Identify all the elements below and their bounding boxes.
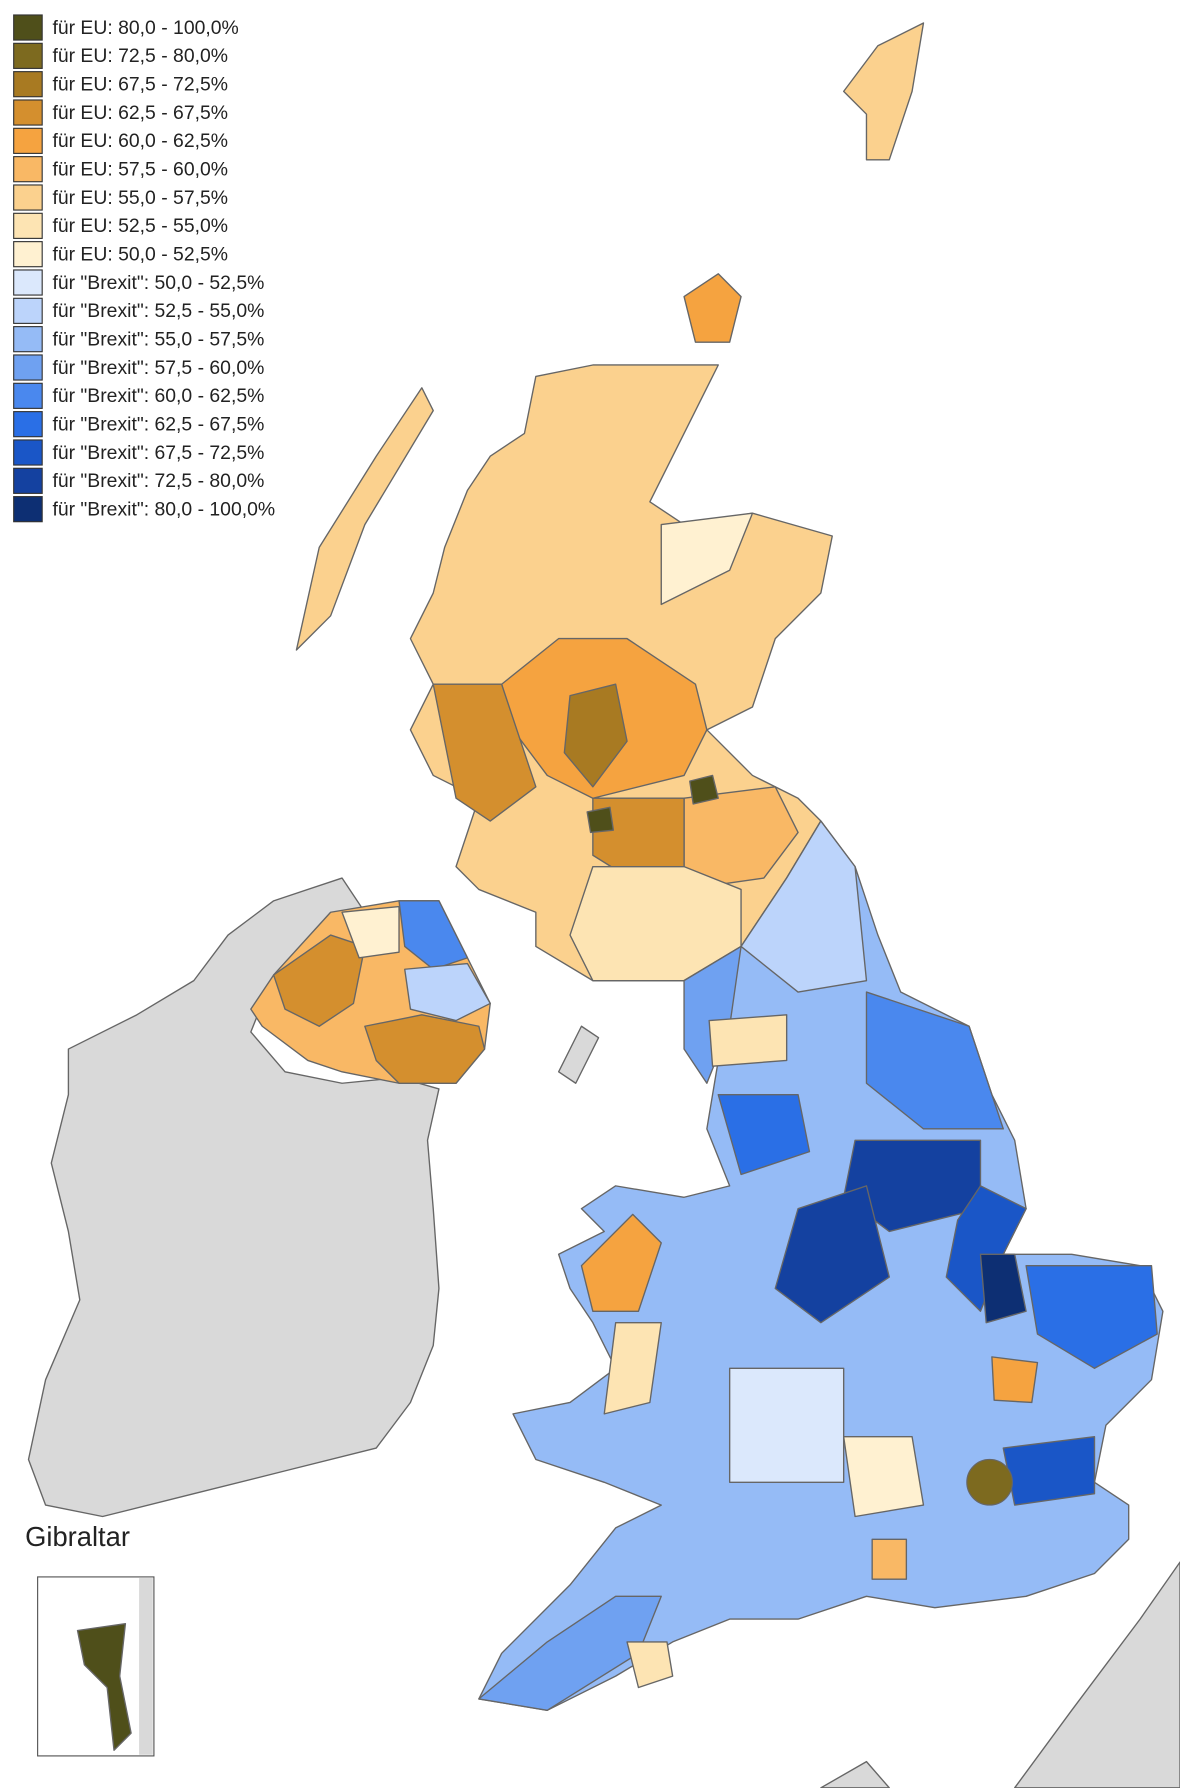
region <box>364 1014 486 1084</box>
legend-swatch <box>13 241 43 268</box>
region <box>563 683 628 788</box>
legend-label: für "Brexit": 57,5 - 60,0% <box>52 357 264 379</box>
region <box>478 1595 662 1711</box>
legend-label: für "Brexit": 60,0 - 62,5% <box>52 385 264 407</box>
region <box>660 512 754 606</box>
gibraltar <box>76 1622 132 1751</box>
region <box>586 806 615 834</box>
region <box>272 934 366 1027</box>
inset-sea <box>139 1578 153 1755</box>
region <box>728 1367 845 1483</box>
legend-label: für EU: 55,0 - 57,5% <box>52 187 228 209</box>
legend-swatch <box>13 42 43 69</box>
legend-swatch <box>13 297 43 324</box>
legend-label: für "Brexit": 62,5 - 67,5% <box>52 413 264 435</box>
legend-swatch <box>13 212 43 239</box>
legend-swatch <box>13 467 43 494</box>
legend-swatch <box>13 14 43 41</box>
legend-label: für EU: 52,5 - 55,0% <box>52 215 228 237</box>
legend-swatch <box>13 127 43 154</box>
region <box>945 1185 1027 1312</box>
region <box>603 1321 662 1415</box>
legend-label: für "Brexit": 72,5 - 80,0% <box>52 470 264 492</box>
legend-label: für EU: 80,0 - 100,0% <box>52 17 238 39</box>
legend-swatch <box>13 71 43 98</box>
ireland <box>27 877 440 1518</box>
legend-swatch <box>13 269 43 296</box>
region <box>979 1253 1027 1324</box>
legend-swatch <box>13 382 43 409</box>
western-isles <box>295 387 434 651</box>
legend-swatch <box>13 354 43 381</box>
region <box>865 991 1004 1130</box>
region <box>626 1641 674 1689</box>
inset-title: Gibraltar <box>25 1521 130 1552</box>
legend-swatch <box>13 99 43 126</box>
legend-label: für "Brexit": 50,0 - 52,5% <box>52 272 264 294</box>
legend-swatch <box>13 156 43 183</box>
region <box>740 820 868 993</box>
legend-swatch <box>13 411 43 438</box>
legend-swatch <box>13 439 43 466</box>
region <box>432 683 537 822</box>
legend-swatch <box>13 496 43 523</box>
region <box>580 1213 662 1312</box>
region <box>1025 1264 1158 1369</box>
region <box>341 905 400 959</box>
legend-label: für EU: 50,0 - 52,5% <box>52 243 228 265</box>
isle-of-man <box>557 1025 600 1084</box>
france <box>820 1760 890 1788</box>
legend-label: für EU: 62,5 - 67,5% <box>52 102 228 124</box>
region <box>991 1356 1039 1404</box>
legend: für EU: 80,0 - 100,0% für EU: 72,5 - 80,0… <box>13 14 275 523</box>
orkney <box>683 273 742 343</box>
legend-label: für "Brexit": 55,0 - 57,5% <box>52 328 264 350</box>
region <box>1002 1436 1096 1506</box>
london <box>966 1458 1013 1506</box>
region <box>774 1185 890 1324</box>
region <box>871 1538 908 1580</box>
legend-label: für EU: 72,5 - 80,0% <box>52 45 228 67</box>
legend-swatch <box>13 326 43 353</box>
region <box>398 900 469 970</box>
legend-label: für EU: 67,5 - 72,5% <box>52 73 228 95</box>
legend-label: für "Brexit": 80,0 - 100,0% <box>52 498 275 520</box>
legend-label: für "Brexit": 67,5 - 72,5% <box>52 442 264 464</box>
legend-label: für EU: 60,0 - 62,5% <box>52 130 228 152</box>
legend-swatch <box>13 184 43 211</box>
legend-label: für EU: 57,5 - 60,0% <box>52 158 228 180</box>
region <box>842 1436 925 1518</box>
france <box>1014 1561 1180 1788</box>
region <box>404 962 491 1022</box>
region <box>842 1139 982 1233</box>
shetland <box>842 22 925 161</box>
region <box>708 1014 788 1067</box>
region <box>717 1093 811 1176</box>
legend-label: für "Brexit": 52,5 - 55,0% <box>52 300 264 322</box>
region <box>689 774 719 805</box>
